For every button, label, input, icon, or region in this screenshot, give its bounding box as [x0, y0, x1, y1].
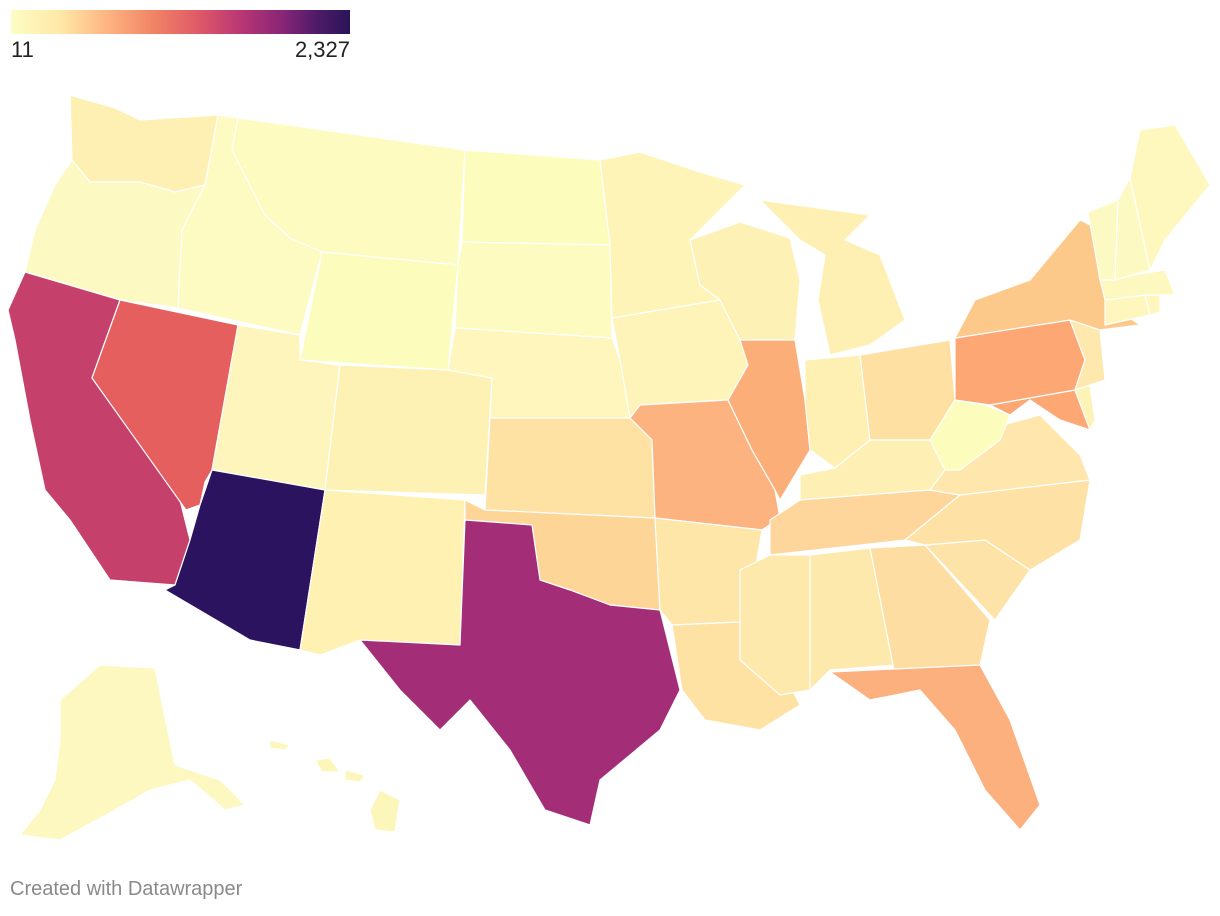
state-wy[interactable]: [299, 251, 459, 371]
datawrapper-credit: Created with Datawrapper: [10, 878, 243, 900]
state-il[interactable]: [727, 339, 811, 501]
legend-max-label: 2,327: [294, 37, 350, 62]
state-mi[interactable]: [759, 199, 906, 356]
states-layer: [7, 94, 1211, 841]
state-mo[interactable]: [629, 399, 781, 531]
legend-gradient-bar: [11, 10, 350, 34]
state-ak[interactable]: [19, 664, 246, 841]
state-ks[interactable]: [484, 417, 656, 519]
color-legend: 11 2,327: [11, 10, 350, 62]
state-ga[interactable]: [869, 544, 991, 676]
state-fl[interactable]: [829, 664, 1041, 831]
state-tx[interactable]: [359, 519, 681, 826]
legend-labels: 11 2,327: [11, 34, 350, 62]
state-nm[interactable]: [299, 489, 466, 656]
state-hi[interactable]: [269, 739, 401, 833]
state-sd[interactable]: [454, 241, 613, 339]
state-wa[interactable]: [69, 94, 219, 193]
state-nd[interactable]: [461, 149, 611, 246]
state-co[interactable]: [324, 364, 493, 496]
state-al[interactable]: [809, 547, 896, 691]
state-me[interactable]: [1129, 124, 1211, 271]
legend-min-label: 11: [11, 37, 34, 62]
